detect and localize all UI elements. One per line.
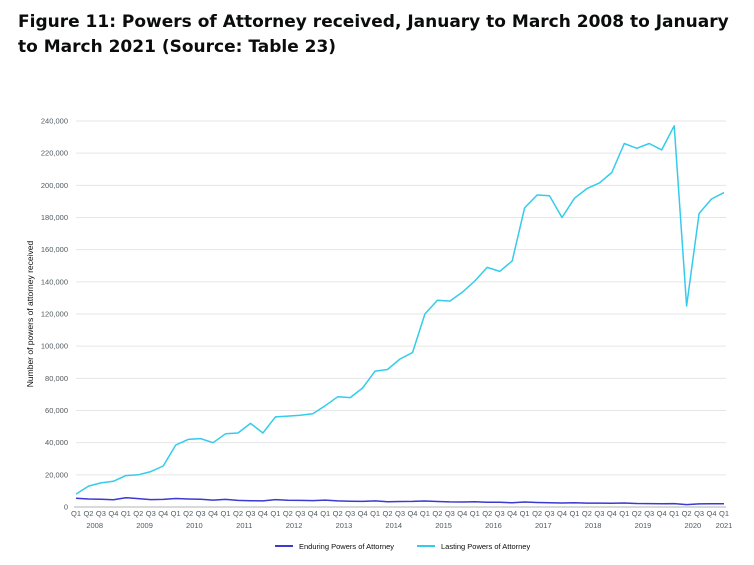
series-line [75,125,725,495]
x-tick-label: Q1 [171,509,181,518]
gridlines [76,120,726,476]
x-year-label: 2014 [385,521,402,530]
x-tick-label: Q2 [183,509,193,518]
x-year-label: 2012 [286,521,303,530]
y-tick-label: 200,000 [41,181,68,190]
x-tick-label: Q4 [457,509,467,518]
y-tick-label: 140,000 [41,277,68,286]
x-tick-label: Q3 [495,509,505,518]
y-tick-label: 40,000 [45,438,68,447]
x-tick-label: Q4 [507,509,517,518]
legend-label: Enduring Powers of Attorney [299,542,394,551]
x-tick-label: Q4 [607,509,617,518]
x-tick-label: Q2 [233,509,243,518]
y-tick-label: 0 [64,503,68,512]
x-year-label: 2010 [186,521,203,530]
x-tick-label: Q2 [432,509,442,518]
x-tick-label: Q3 [146,509,156,518]
y-tick-label: 100,000 [41,342,68,351]
x-tick-label: Q4 [308,509,318,518]
x-year-label: 2021 [716,521,733,530]
x-year-label: 2008 [86,521,103,530]
x-tick-label: Q3 [196,509,206,518]
x-tick-label: Q3 [96,509,106,518]
x-tick-label: Q1 [719,509,729,518]
x-year-label: 2016 [485,521,502,530]
x-tick-label: Q2 [83,509,93,518]
figure-title: Figure 11: Powers of Attorney received, … [18,12,729,57]
x-tick-label: Q1 [470,509,480,518]
x-tick-label: Q2 [283,509,293,518]
x-year-label: 2017 [535,521,552,530]
x-tick-label: Q2 [632,509,642,518]
x-tick-label: Q3 [545,509,555,518]
x-tick-label: Q2 [532,509,542,518]
x-tick-label: Q2 [682,509,692,518]
x-year-label: 2009 [136,521,153,530]
x-tick-label: Q1 [370,509,380,518]
x-tick-label: Q4 [158,509,168,518]
series-line [75,496,724,506]
x-tick-label: Q4 [358,509,368,518]
y-axis-ticks: 0 20,000 40,000 60,000 80,000 100,000 120,000 1… [41,117,68,512]
x-tick-label: Q1 [520,509,530,518]
y-tick-label: 220,000 [41,149,68,158]
x-tick-label: Q3 [445,509,455,518]
y-axis-title: Number of powers of attorney received [25,241,35,388]
y-tick-label: 20,000 [45,470,68,479]
x-tick-label: Q4 [657,509,667,518]
x-tick-label: Q1 [121,509,131,518]
x-year-label: 2013 [336,521,353,530]
x-tick-label: Q3 [594,509,604,518]
x-tick-label: Q1 [420,509,430,518]
x-tick-label: Q1 [569,509,579,518]
y-tick-label: 160,000 [41,245,68,254]
x-year-label: 2011 [236,521,252,530]
x-tick-label: Q4 [208,509,218,518]
x-axis-ticks: Q1 Q2 Q3 Q4 Q1 Q2 Q3 Q4 Q1 Q2 Q3 Q4 Q1 Q2 Q3 Q4 Q1 Q2 Q3 Q4… [71,509,732,530]
x-tick-label: Q2 [582,509,592,518]
legend: Enduring Powers of Attorney Lasting Power… [275,542,530,551]
x-tick-label: Q4 [258,509,268,518]
x-tick-label: Q3 [694,509,704,518]
x-tick-label: Q3 [245,509,255,518]
x-tick-label: Q3 [345,509,355,518]
x-tick-label: Q1 [669,509,679,518]
x-tick-label: Q1 [270,509,280,518]
legend-label: Lasting Powers of Attorney [441,542,530,551]
x-year-label: 2018 [585,521,602,530]
x-tick-label: Q2 [482,509,492,518]
x-tick-label: Q2 [133,509,143,518]
series-lines [75,125,725,506]
x-tick-label: Q3 [395,509,405,518]
x-tick-label: Q3 [644,509,654,518]
y-tick-label: 240,000 [41,117,68,126]
x-year-label: 2019 [635,521,652,530]
x-tick-label: Q4 [407,509,417,518]
x-tick-label: Q1 [221,509,231,518]
x-tick-label: Q2 [383,509,393,518]
x-tick-label: Q2 [333,509,343,518]
y-tick-label: 180,000 [41,213,68,222]
y-tick-label: 80,000 [45,374,68,383]
y-tick-label: 60,000 [45,406,68,415]
x-tick-label: Q4 [707,509,717,518]
x-tick-label: Q1 [320,509,330,518]
x-year-label: 2015 [435,521,452,530]
x-tick-label: Q3 [295,509,305,518]
x-tick-label: Q1 [71,509,81,518]
x-tick-label: Q4 [557,509,567,518]
x-tick-label: Q4 [108,509,118,518]
x-tick-label: Q1 [619,509,629,518]
y-tick-label: 120,000 [41,310,68,319]
x-year-label: 2020 [685,521,702,530]
